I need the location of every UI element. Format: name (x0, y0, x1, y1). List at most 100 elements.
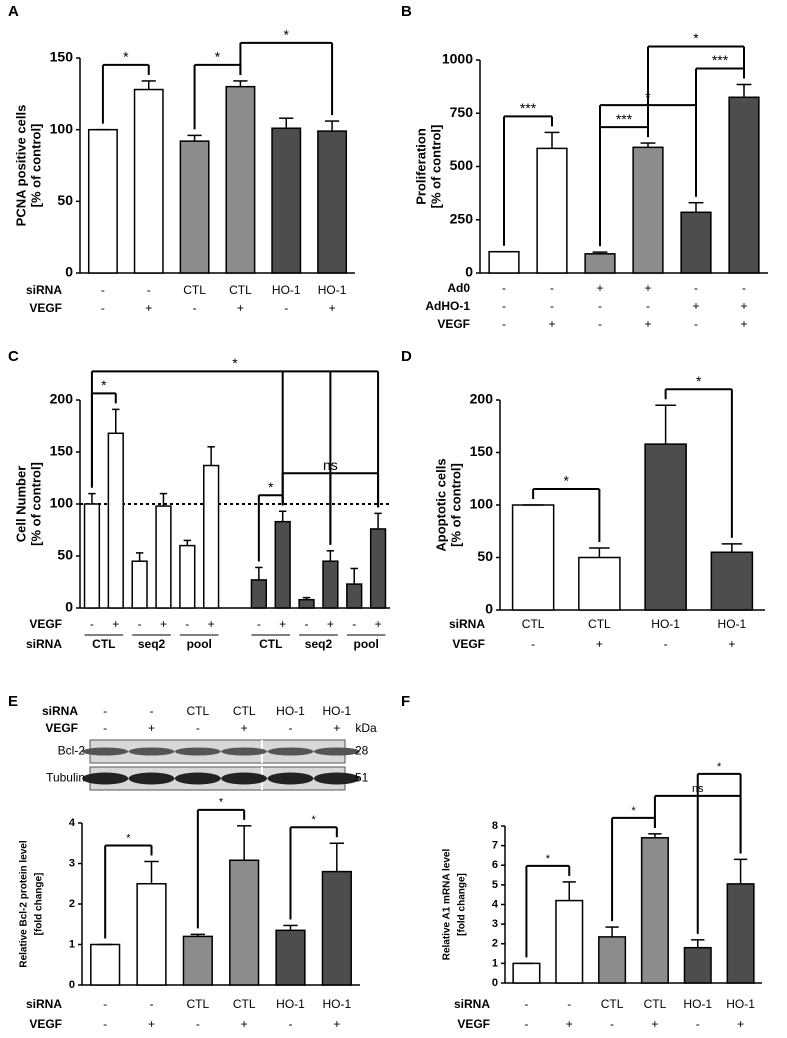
y-axis-label: PCNA positive cells (13, 105, 28, 227)
row-value: - (502, 299, 506, 313)
row-label: siRNA (454, 997, 490, 1011)
row-value: - (598, 299, 602, 313)
row-value: HO-1 (651, 617, 680, 631)
significance: * (268, 479, 274, 495)
row-value: - (696, 1017, 700, 1031)
row-value: - (305, 617, 309, 631)
blot-band (267, 772, 314, 785)
bar (155, 505, 172, 609)
bar (274, 520, 291, 609)
bar (598, 936, 627, 984)
row-value: CTL (183, 283, 206, 297)
y-axis-label: [fold change] (34, 873, 45, 936)
row-label: VEGF (29, 617, 62, 631)
row-value: CTL (259, 637, 282, 651)
blot-band (221, 772, 268, 785)
row-value: - (147, 283, 151, 297)
blot-band (174, 772, 221, 785)
row-value: + (160, 617, 167, 631)
y-axis-label: Cell Number (13, 466, 28, 543)
row-value: + (740, 317, 747, 331)
row-value: + (279, 617, 286, 631)
row-label: VEGF (437, 317, 470, 331)
y-tick-label: 4 (492, 898, 499, 910)
blot-band-kda: 28 (355, 744, 369, 758)
significance: * (126, 832, 131, 844)
row-value: + (651, 1017, 658, 1031)
bar (87, 128, 118, 274)
bar (726, 883, 755, 984)
significance: * (101, 377, 107, 393)
y-tick-label: 250 (450, 210, 474, 226)
row-value: - (101, 301, 105, 315)
row-value: - (502, 281, 506, 295)
row-label: siRNA (26, 283, 62, 297)
row-value: + (596, 281, 603, 295)
row-value: - (694, 281, 698, 295)
row-value: + (548, 317, 555, 331)
panel-label: F (401, 693, 410, 710)
row-value: - (550, 299, 554, 313)
y-axis-label: [% of control] (428, 125, 443, 209)
bar (131, 560, 148, 609)
row-value: + (327, 617, 334, 631)
significance: *** (616, 111, 633, 127)
blot-band (174, 747, 221, 756)
panel-label: D (401, 348, 412, 365)
bar (369, 528, 387, 609)
bar (680, 211, 712, 274)
row-label: AdHO-1 (425, 299, 470, 313)
row-value: HO-1 (272, 283, 301, 297)
row-value: CTL (522, 617, 545, 631)
y-tick-label: 150 (50, 49, 74, 65)
significance: * (564, 473, 570, 489)
bar (321, 870, 352, 986)
row-value: + (644, 317, 651, 331)
row-value: - (524, 997, 528, 1011)
blot-band (128, 772, 175, 785)
row-value: - (103, 997, 107, 1011)
row-value: HO-1 (683, 997, 712, 1011)
row-value: CTL (229, 283, 252, 297)
bar (90, 943, 121, 986)
y-tick-label: 200 (50, 391, 74, 407)
y-tick-label: 100 (50, 120, 74, 136)
blot-band-name: Tubulin (46, 771, 85, 785)
row-value: - (550, 281, 554, 295)
bar (683, 946, 712, 984)
blot-row-value: + (333, 721, 340, 735)
row-value: HO-1 (718, 617, 747, 631)
row-value: + (740, 299, 747, 313)
y-tick-label: 2 (69, 898, 75, 910)
row-value: pool (353, 637, 378, 651)
bar (644, 443, 687, 611)
row-value: HO-1 (318, 283, 347, 297)
row-value: - (694, 317, 698, 331)
y-tick-label: 500 (450, 157, 474, 173)
blot-row-value: HO-1 (276, 704, 305, 718)
y-tick-label: 150 (470, 443, 494, 459)
y-tick-label: 3 (69, 857, 75, 869)
row-label: Ad0 (447, 281, 470, 295)
blot-row-label: siRNA (42, 704, 78, 718)
significance: * (696, 373, 702, 389)
blot-row-value: - (103, 704, 107, 718)
bar (271, 127, 302, 274)
row-value: HO-1 (322, 997, 351, 1011)
bar (512, 962, 541, 984)
y-tick-label: 0 (69, 979, 75, 991)
bar (317, 130, 348, 274)
blot-row-value: - (150, 704, 154, 718)
y-tick-label: 0 (485, 601, 493, 617)
panel-label: C (8, 348, 19, 365)
y-tick-label: 100 (50, 495, 74, 511)
row-value: + (145, 301, 152, 315)
bar (229, 859, 260, 986)
panel-label: E (8, 693, 18, 710)
bar (250, 579, 267, 609)
row-value: - (610, 1017, 614, 1031)
row-value: + (208, 617, 215, 631)
y-tick-label: 2 (492, 938, 498, 950)
row-value: CTL (233, 997, 256, 1011)
